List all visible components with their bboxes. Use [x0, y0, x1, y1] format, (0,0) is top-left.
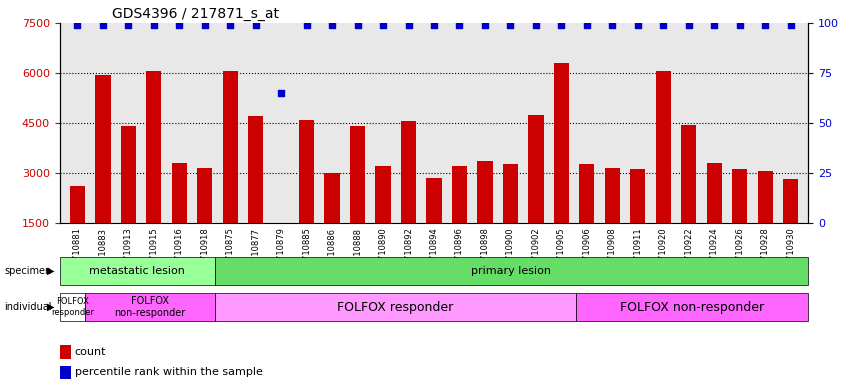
Point [733, 22, 746, 28]
Bar [324, 173, 340, 273]
Bar [95, 74, 111, 273]
Point [631, 22, 644, 28]
Point [555, 22, 568, 28]
Point [682, 22, 695, 28]
Text: metastatic lesion: metastatic lesion [89, 266, 185, 276]
Bar [375, 166, 391, 273]
Bar [681, 124, 696, 273]
Point [580, 22, 594, 28]
Bar [350, 126, 365, 273]
FancyBboxPatch shape [60, 257, 214, 285]
Text: percentile rank within the sample: percentile rank within the sample [75, 367, 262, 377]
Bar [554, 63, 569, 273]
Bar [783, 179, 798, 273]
Text: count: count [75, 347, 106, 357]
Bar [70, 186, 85, 273]
Point [656, 22, 670, 28]
FancyBboxPatch shape [576, 293, 808, 321]
Point [300, 22, 313, 28]
Bar [503, 164, 518, 273]
Bar [757, 171, 773, 273]
Point [224, 22, 237, 28]
Text: primary lesion: primary lesion [471, 266, 551, 276]
Point [198, 22, 212, 28]
Point [147, 22, 161, 28]
Point [453, 22, 466, 28]
Bar [146, 71, 162, 273]
Bar [248, 116, 263, 273]
Bar [299, 119, 314, 273]
Bar [706, 163, 722, 273]
Point [504, 22, 517, 28]
Bar [630, 169, 645, 273]
Bar [732, 169, 747, 273]
FancyBboxPatch shape [85, 293, 214, 321]
Point [122, 22, 135, 28]
Bar [223, 71, 238, 273]
Point [784, 22, 797, 28]
Bar [60, 345, 71, 359]
Text: FOLFOX
responder: FOLFOX responder [51, 298, 94, 317]
Bar [172, 163, 187, 273]
Bar [401, 121, 416, 273]
Point [173, 22, 186, 28]
Bar [580, 164, 595, 273]
FancyBboxPatch shape [60, 293, 85, 321]
Bar [528, 114, 544, 273]
Point [427, 22, 441, 28]
Bar [477, 161, 493, 273]
Text: ▶: ▶ [47, 302, 54, 312]
Bar [273, 223, 288, 273]
Point [707, 22, 721, 28]
Point [96, 22, 110, 28]
Text: FOLFOX responder: FOLFOX responder [337, 301, 454, 314]
Bar [605, 168, 620, 273]
FancyBboxPatch shape [214, 257, 808, 285]
Point [376, 22, 390, 28]
Point [606, 22, 620, 28]
Bar [426, 178, 442, 273]
FancyBboxPatch shape [214, 293, 576, 321]
Point [71, 22, 84, 28]
Bar [60, 366, 71, 379]
Point [274, 90, 288, 96]
Point [529, 22, 543, 28]
Point [478, 22, 492, 28]
Bar [121, 126, 136, 273]
Text: individual: individual [4, 302, 52, 312]
Text: ▶: ▶ [47, 266, 54, 276]
Text: FOLFOX
non-responder: FOLFOX non-responder [114, 296, 186, 318]
Point [758, 22, 772, 28]
Text: specimen: specimen [4, 266, 52, 276]
Bar [197, 168, 213, 273]
Point [248, 22, 262, 28]
Point [351, 22, 364, 28]
Bar [452, 166, 467, 273]
Text: GDS4396 / 217871_s_at: GDS4396 / 217871_s_at [112, 7, 279, 21]
Point [402, 22, 415, 28]
Text: FOLFOX non-responder: FOLFOX non-responder [620, 301, 764, 314]
Point [325, 22, 339, 28]
Bar [655, 71, 671, 273]
